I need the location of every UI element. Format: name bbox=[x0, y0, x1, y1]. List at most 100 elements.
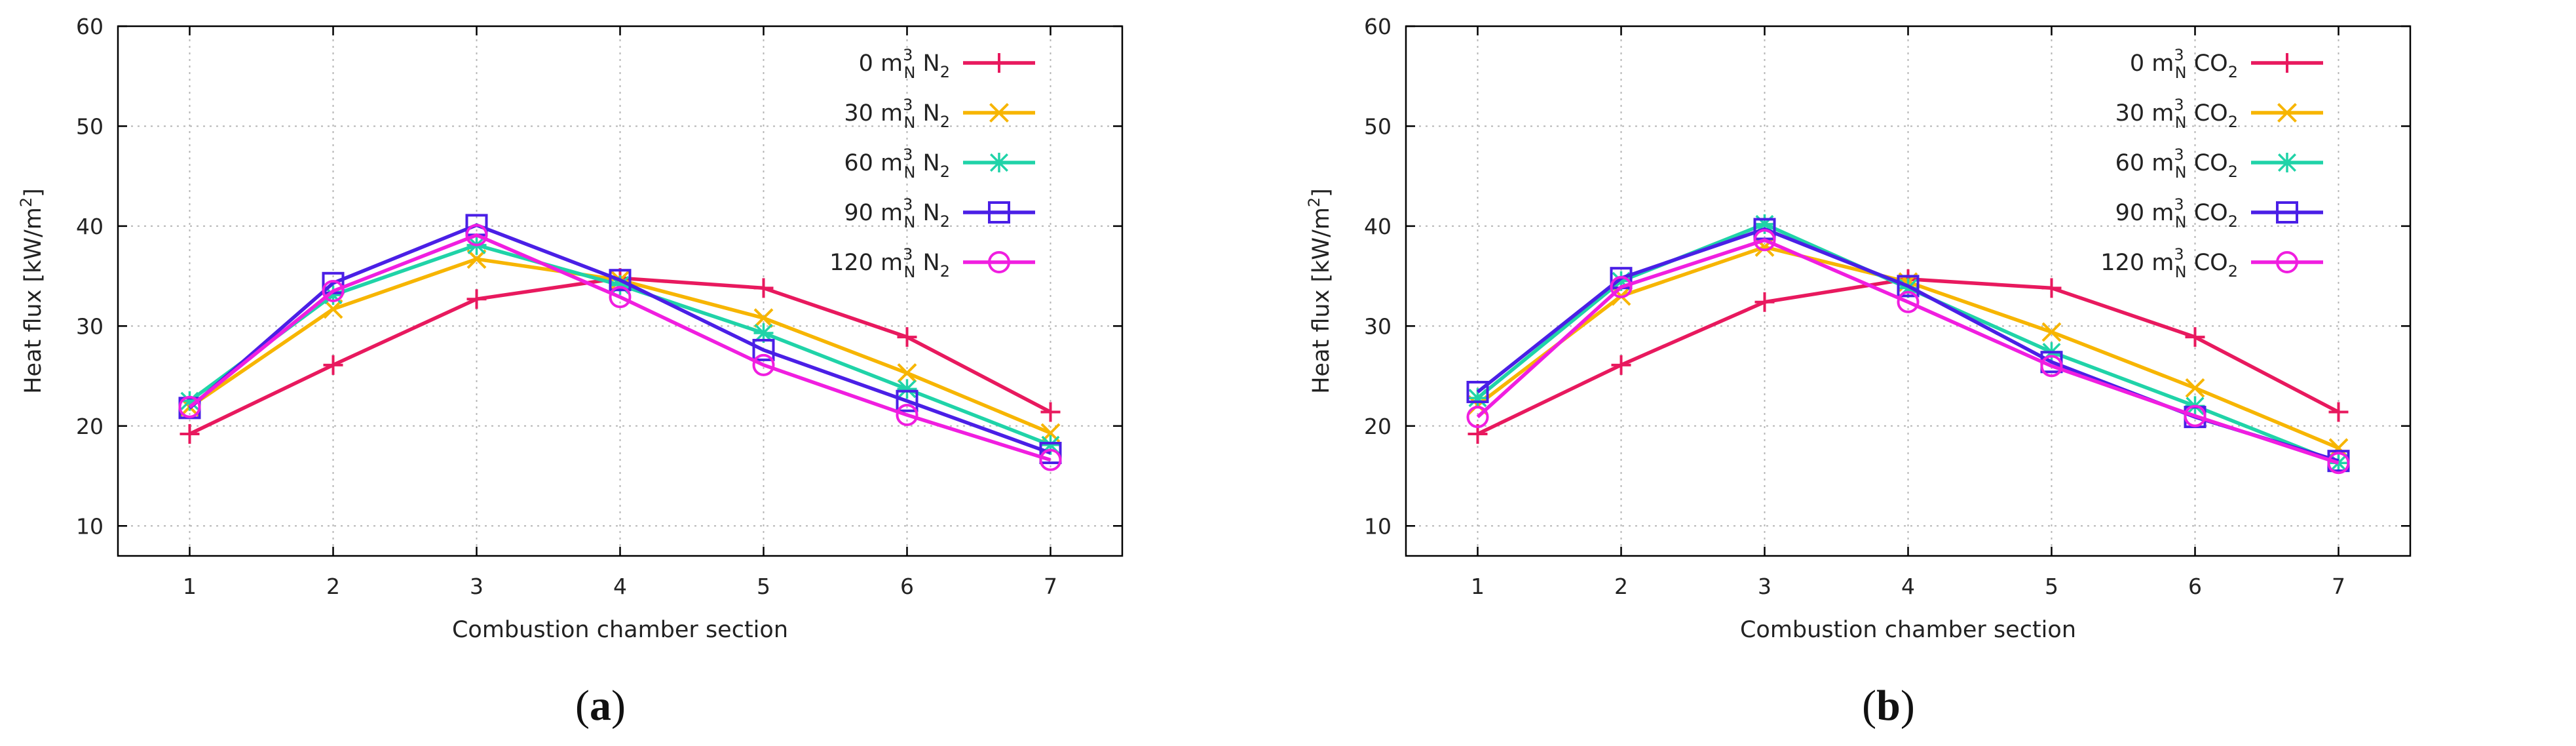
y-axis-title: Heat flux [kW/m2] bbox=[1305, 188, 1335, 394]
data-point bbox=[753, 323, 774, 344]
legend-marker bbox=[989, 103, 1009, 123]
chart-b: 1 2 3 4 5 6 7 10 20 30 40 50 60 Combustion chamber se… bbox=[1305, 14, 2412, 730]
y-tick-label: 50 bbox=[76, 113, 104, 139]
legend-label: 60 m3 N N2 bbox=[844, 146, 950, 182]
y-tick-label: 30 bbox=[76, 313, 104, 339]
data-point bbox=[466, 249, 487, 269]
axes: 1 2 3 4 5 6 7 10 20 30 40 50 60 bbox=[76, 14, 1122, 599]
series-line bbox=[1476, 238, 2339, 465]
legend-marker bbox=[2276, 201, 2298, 224]
chart-a: 1 2 3 4 5 6 7 10 20 30 40 50 60 Combustion chamber se… bbox=[17, 14, 1124, 730]
x-axis-title: Combustion chamber section bbox=[452, 617, 788, 643]
legend-marker bbox=[989, 53, 1009, 73]
legend-label: 0 m3 N N2 bbox=[859, 46, 950, 82]
data-point bbox=[2184, 404, 2207, 427]
y-axis-title-main: Heat flux [kW/m bbox=[1308, 207, 1335, 394]
y-tick-label: 60 bbox=[76, 14, 104, 39]
x-tick-label: 6 bbox=[900, 574, 914, 599]
legend-marker bbox=[988, 251, 1010, 273]
y-tick-label: 40 bbox=[76, 214, 104, 239]
data-point bbox=[180, 424, 200, 444]
data-point bbox=[1897, 290, 1920, 313]
x-tick-label: 1 bbox=[1471, 574, 1485, 599]
x-tick-label: 5 bbox=[757, 574, 770, 599]
data-point bbox=[752, 338, 775, 361]
legend-label: 30 m3 N CO2 bbox=[2115, 96, 2238, 132]
data-point bbox=[465, 224, 488, 246]
y-axis-title-close: ] bbox=[1308, 188, 1335, 197]
x-tick-label: 7 bbox=[2332, 574, 2345, 599]
data-point bbox=[323, 355, 343, 375]
x-tick-label: 4 bbox=[613, 574, 627, 599]
series-120 bbox=[178, 224, 1062, 471]
chart-panel-a: 1 2 3 4 5 6 7 10 20 30 40 50 60 Combustion chamber se… bbox=[17, 14, 1124, 730]
legend-label: 90 m3 N CO2 bbox=[2115, 195, 2238, 231]
data-point bbox=[178, 395, 201, 418]
x-tick-label: 7 bbox=[1044, 574, 1057, 599]
data-point bbox=[1754, 214, 1775, 234]
x-tick-label: 4 bbox=[1901, 574, 1915, 599]
x-tick-label: 2 bbox=[1614, 574, 1628, 599]
x-tick-label: 5 bbox=[2045, 574, 2058, 599]
x-tick-label: 2 bbox=[326, 574, 340, 599]
data-point bbox=[2041, 322, 2062, 342]
data-point bbox=[466, 289, 487, 309]
data-point bbox=[1468, 388, 1488, 408]
legend-marker bbox=[2277, 53, 2297, 73]
data-point bbox=[1039, 448, 1062, 471]
legend-label: 0 m3 N CO2 bbox=[2130, 46, 2238, 82]
data-point bbox=[1753, 229, 1776, 252]
data-point bbox=[609, 286, 632, 309]
data-point bbox=[1040, 435, 1061, 455]
legend-marker bbox=[2277, 153, 2297, 172]
y-axis-title: Heat flux [kW/m2] bbox=[17, 188, 47, 394]
data-point bbox=[2185, 327, 2205, 347]
y-tick-label: 10 bbox=[1364, 513, 1392, 539]
legend-item: 0 m3 N CO2 bbox=[2130, 46, 2323, 82]
legend-label: 120 m3 N N2 bbox=[829, 245, 950, 281]
legend: 0 m3 N N2 30 m3 N N2 60 m3 N N2 90 m3 N N2 120 m… bbox=[829, 46, 1035, 281]
y-tick-label: 10 bbox=[76, 513, 104, 539]
legend-label: 120 m3 N CO2 bbox=[2100, 245, 2238, 281]
legend-item: 30 m3 N CO2 bbox=[2115, 96, 2323, 132]
data-point bbox=[1610, 275, 1633, 298]
data-point bbox=[2040, 355, 2063, 378]
data-point bbox=[753, 308, 774, 328]
y-axis-title-close: ] bbox=[20, 188, 47, 197]
y-tick-label: 20 bbox=[1364, 414, 1392, 439]
data-point bbox=[897, 379, 917, 399]
data-point bbox=[753, 278, 774, 298]
legend-item: 90 m3 N N2 bbox=[844, 195, 1035, 231]
data-point bbox=[897, 363, 917, 383]
panel-label: (a) bbox=[575, 682, 626, 730]
series-line bbox=[188, 233, 1051, 462]
x-tick-label: 6 bbox=[2188, 574, 2202, 599]
axes: 1 2 3 4 5 6 7 10 20 30 40 50 60 bbox=[1364, 14, 2410, 599]
legend-item: 30 m3 N N2 bbox=[844, 96, 1035, 132]
data-point bbox=[752, 353, 775, 376]
legend-marker bbox=[988, 201, 1010, 224]
data-point bbox=[896, 389, 919, 412]
data-point bbox=[180, 391, 200, 411]
x-tick-label: 1 bbox=[183, 574, 197, 599]
data-point bbox=[1039, 441, 1062, 464]
legend-item: 0 m3 N N2 bbox=[859, 46, 1035, 82]
legend-marker bbox=[2276, 251, 2298, 273]
legend-item: 60 m3 N N2 bbox=[844, 146, 1035, 182]
y-tick-label: 20 bbox=[76, 414, 104, 439]
data-point bbox=[897, 327, 917, 347]
y-tick-label: 60 bbox=[1364, 14, 1392, 39]
data-point bbox=[323, 285, 343, 305]
legend-item: 60 m3 N CO2 bbox=[2115, 146, 2323, 182]
data-point bbox=[1611, 355, 1631, 375]
legend-marker bbox=[989, 153, 1009, 172]
legend-label: 30 m3 N N2 bbox=[844, 96, 950, 132]
x-axis-title: Combustion chamber section bbox=[1740, 617, 2076, 643]
chart-panel-b: 1 2 3 4 5 6 7 10 20 30 40 50 60 Combustion chamber se… bbox=[1288, 0, 2576, 746]
data-point bbox=[2328, 402, 2349, 422]
data-point bbox=[896, 404, 919, 427]
series-line bbox=[188, 223, 1051, 455]
data-point bbox=[1040, 402, 1061, 422]
legend-item: 120 m3 N CO2 bbox=[2100, 245, 2323, 281]
data-point bbox=[322, 280, 345, 302]
